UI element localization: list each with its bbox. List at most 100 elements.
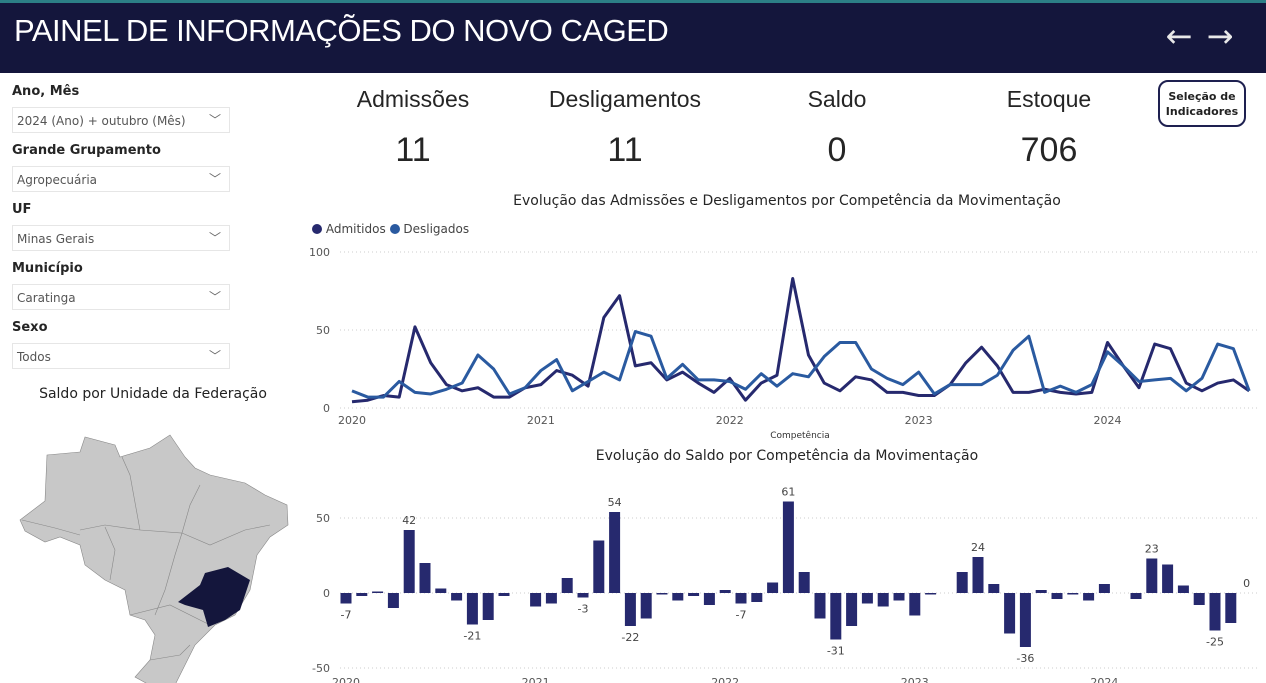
saldo-bar bbox=[1051, 593, 1063, 599]
x-tick-label: 2020 bbox=[338, 414, 366, 427]
bar-chart[interactable]: -50 0 50 2020 2021 2022 2023 2024 -7 42 -21 -3 54 -22… bbox=[300, 470, 1266, 683]
header: PAINEL DE INFORMAÇÕES DO NOVO CAGED ← → bbox=[0, 0, 1266, 73]
kpi-estoque: Estoque 706 bbox=[949, 86, 1149, 170]
data-label: -25 bbox=[1206, 636, 1224, 649]
saldo-bar bbox=[735, 593, 747, 604]
saldo-bar bbox=[703, 593, 715, 605]
kpi-label: Saldo bbox=[807, 86, 867, 112]
data-label: 42 bbox=[402, 514, 416, 527]
saldo-bar bbox=[498, 593, 510, 596]
saldo-bar bbox=[814, 593, 826, 619]
saldo-bar bbox=[435, 588, 447, 593]
saldo-bar bbox=[893, 593, 905, 601]
data-label: -7 bbox=[736, 609, 747, 622]
chevron-down-icon: ﹀ bbox=[208, 113, 221, 127]
saldo-bar bbox=[1146, 558, 1158, 593]
legend-dot-desligados bbox=[389, 224, 400, 234]
kpi-value: 0 bbox=[827, 131, 847, 169]
x-tick-label: 2024 bbox=[1094, 414, 1122, 427]
saldo-bar bbox=[1004, 593, 1016, 634]
saldo-bar bbox=[593, 540, 605, 593]
saldo-bar bbox=[1177, 585, 1189, 593]
saldo-bar bbox=[909, 593, 921, 616]
saldo-bar bbox=[561, 578, 573, 593]
saldo-bar bbox=[356, 593, 368, 596]
line-chart[interactable]: 0 50 100 2020 2021 2022 2023 2024 Competência bbox=[300, 240, 1266, 445]
saldo-bar bbox=[451, 593, 463, 601]
saldo-bar bbox=[798, 572, 810, 593]
kpi-value: 706 bbox=[1020, 131, 1078, 169]
saldo-bar bbox=[956, 572, 968, 593]
saldo-bar bbox=[577, 593, 589, 598]
brazil-map[interactable] bbox=[0, 405, 300, 683]
y-tick-label: 50 bbox=[316, 512, 330, 525]
saldo-bar bbox=[1098, 584, 1110, 593]
y-tick-label: 0 bbox=[323, 402, 330, 415]
saldo-bar bbox=[672, 593, 684, 601]
x-axis-label: Competência bbox=[770, 430, 830, 441]
saldo-bar bbox=[846, 593, 858, 626]
dropdown-value: Caratinga bbox=[17, 291, 76, 305]
kpi-label: Estoque bbox=[1006, 86, 1092, 112]
series-line-desligados bbox=[351, 330, 1251, 399]
uf-dropdown[interactable]: Minas Gerais ﹀ bbox=[12, 225, 230, 251]
brazil-states[interactable] bbox=[19, 434, 289, 683]
sexo-dropdown[interactable]: Todos ﹀ bbox=[12, 343, 230, 369]
filter-municipio: Município Caratinga ﹀ bbox=[12, 261, 230, 310]
saldo-bar bbox=[972, 557, 984, 593]
legend-admitidos[interactable]: Admitidos bbox=[325, 222, 386, 236]
legend-desligados[interactable]: Desligados bbox=[403, 222, 470, 236]
x-tick-label: 2021 bbox=[527, 414, 555, 427]
saldo-bar bbox=[466, 593, 478, 625]
saldo-bar bbox=[925, 593, 937, 595]
filter-label: UF bbox=[12, 202, 32, 217]
kpi-value: 11 bbox=[395, 131, 431, 169]
filter-label: Grande Grupamento bbox=[12, 143, 161, 158]
data-label: -3 bbox=[578, 603, 589, 616]
saldo-bar bbox=[719, 590, 731, 593]
saldo-bar bbox=[767, 582, 779, 593]
x-tick-label: 2024 bbox=[1090, 676, 1118, 683]
chevron-down-icon: ﹀ bbox=[208, 349, 221, 363]
filter-sexo: Sexo Todos ﹀ bbox=[12, 320, 230, 369]
selecao-indicadores-button[interactable]: Seleção de Indicadores bbox=[1158, 80, 1246, 127]
saldo-bar bbox=[688, 593, 700, 596]
saldo-bar bbox=[1019, 593, 1031, 647]
x-tick-label: 2021 bbox=[522, 676, 550, 683]
saldo-bar bbox=[624, 593, 636, 626]
filter-label: Sexo bbox=[12, 320, 48, 335]
forward-arrow-icon[interactable]: → bbox=[1206, 17, 1234, 55]
back-arrow-icon[interactable]: ← bbox=[1165, 17, 1193, 55]
filter-ano-mes: Ano, Mês 2024 (Ano) + outubro (Mês) ﹀ bbox=[12, 84, 230, 133]
data-label: 0 bbox=[1243, 577, 1250, 590]
saldo-bar bbox=[372, 591, 384, 593]
x-tick-label: 2022 bbox=[716, 414, 744, 427]
data-label: -21 bbox=[463, 630, 481, 643]
saldo-bar bbox=[751, 593, 763, 602]
dropdown-value: Minas Gerais bbox=[17, 232, 95, 246]
saldo-bar bbox=[830, 593, 842, 640]
state-minas-gerais[interactable] bbox=[178, 567, 250, 627]
dropdown-value: Agropecuária bbox=[17, 173, 98, 187]
saldo-bar bbox=[403, 530, 415, 593]
grande-grupamento-dropdown[interactable]: Agropecuária ﹀ bbox=[12, 166, 230, 192]
x-tick-label: 2022 bbox=[711, 676, 739, 683]
municipio-dropdown[interactable]: Caratinga ﹀ bbox=[12, 284, 230, 310]
saldo-bar bbox=[656, 593, 668, 595]
saldo-bar bbox=[640, 593, 652, 619]
kpi-desligamentos: Desligamentos 11 bbox=[525, 86, 725, 170]
saldo-bar bbox=[1130, 593, 1142, 599]
data-label: 24 bbox=[971, 541, 985, 554]
saldo-bar bbox=[988, 584, 1000, 593]
x-tick-label: 2023 bbox=[905, 414, 933, 427]
saldo-bar bbox=[387, 593, 399, 608]
y-tick-label: 0 bbox=[323, 587, 330, 600]
saldo-bar bbox=[1035, 590, 1047, 593]
chevron-down-icon: ﹀ bbox=[208, 290, 221, 304]
saldo-bar bbox=[1067, 593, 1079, 595]
saldo-bar bbox=[530, 593, 542, 607]
data-label: -7 bbox=[341, 609, 352, 622]
ano-mes-dropdown[interactable]: 2024 (Ano) + outubro (Mês) ﹀ bbox=[12, 107, 230, 133]
kpi-label: Desligamentos bbox=[548, 86, 702, 112]
y-tick-label: -50 bbox=[312, 662, 330, 675]
